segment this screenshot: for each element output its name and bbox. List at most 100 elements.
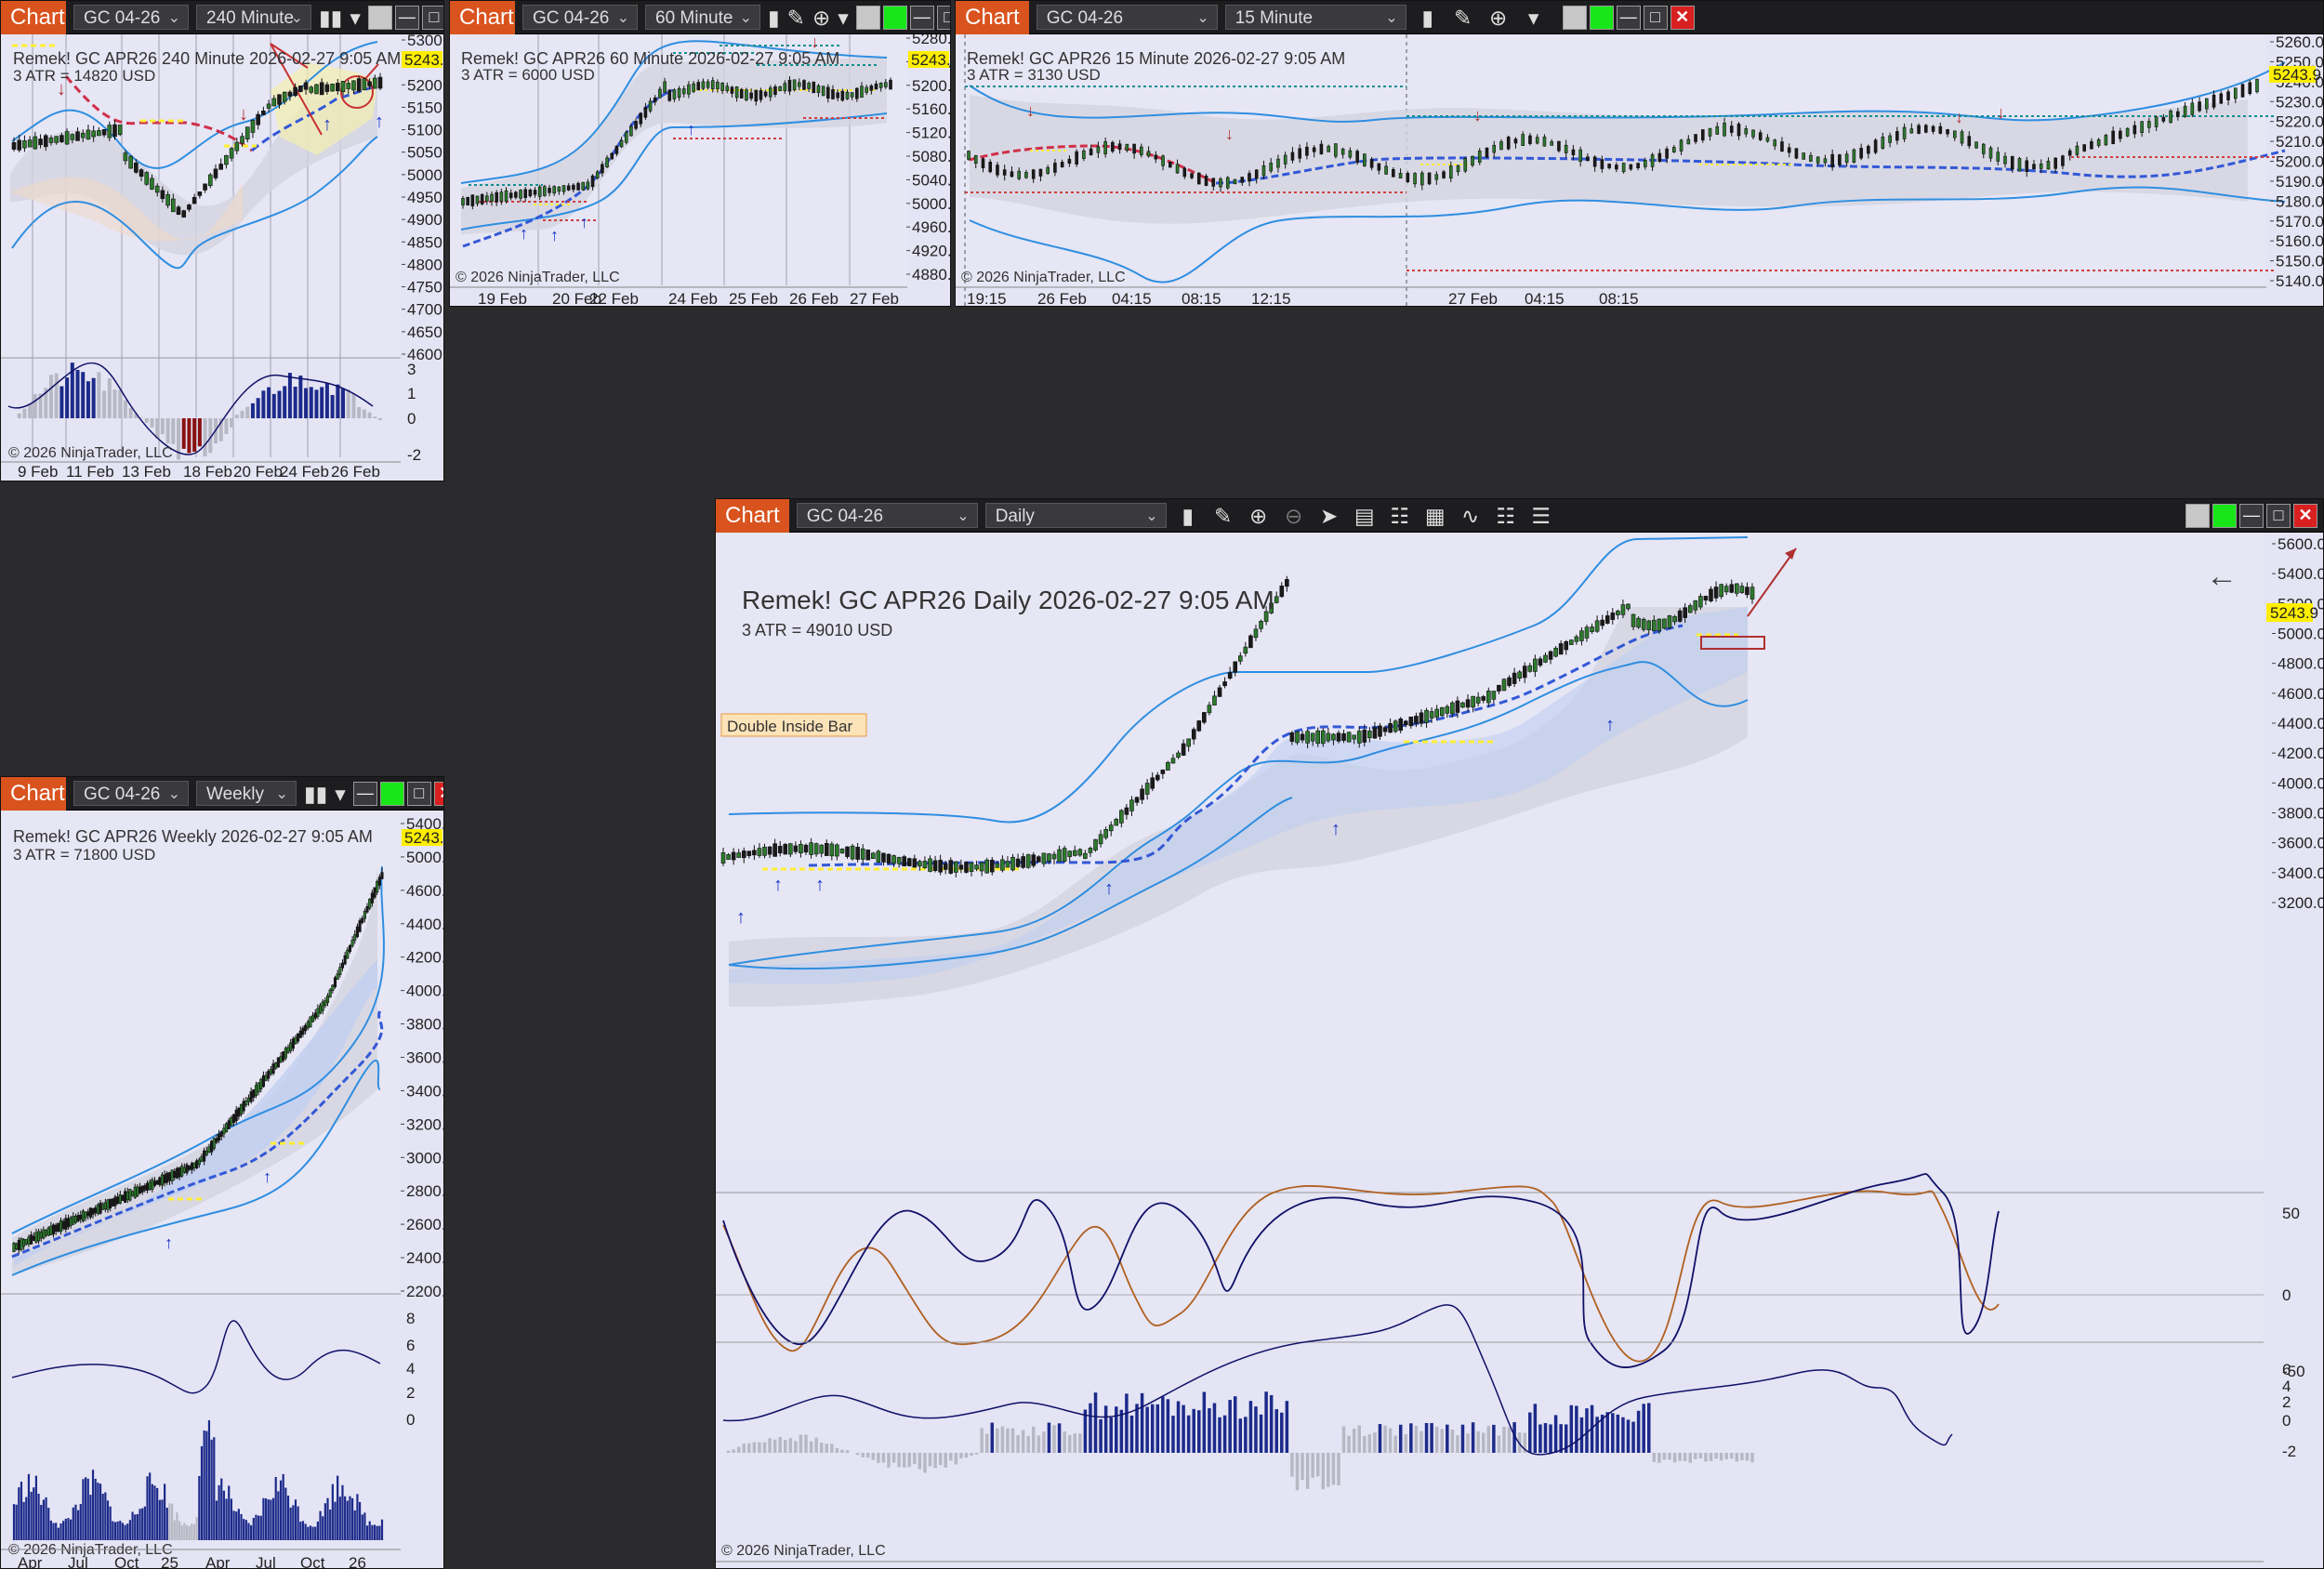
histogram-bar [1337, 1453, 1340, 1486]
candle [974, 864, 979, 870]
instrument-selector[interactable]: GC 04-26 ⌄ [73, 5, 189, 30]
candle [1974, 141, 1978, 149]
candle [1051, 853, 1057, 860]
interval-selector[interactable]: Daily ⌄ [984, 503, 1167, 528]
time-axis-tick: 08:15 [1599, 290, 1639, 307]
histogram-bar [1553, 1415, 1558, 1453]
minimize-button[interactable]: — [2239, 503, 2264, 528]
candle [1155, 774, 1160, 781]
histogram-bar [861, 1453, 865, 1457]
chart-tab[interactable]: Chart [1, 777, 66, 811]
dropdown-arrow-icon[interactable]: ▾ [335, 781, 346, 806]
dropdown-arrow-icon[interactable]: ▾ [838, 5, 849, 30]
link-color-button[interactable] [2212, 503, 2237, 528]
strategies-icon[interactable]: ▦ [1424, 503, 1446, 528]
candle [1780, 141, 1784, 152]
candle [1222, 681, 1227, 687]
candle [1683, 607, 1687, 618]
histogram-bar [1543, 1423, 1548, 1453]
calculator-icon[interactable]: ☷ [1496, 503, 1515, 528]
histogram-bar [86, 1478, 89, 1540]
interval-selector[interactable]: 15 Minute ⌄ [1224, 5, 1406, 30]
chart-tab[interactable]: Chart [716, 499, 789, 533]
pencil-icon[interactable]: ✎ [1214, 503, 1233, 528]
list-icon[interactable]: ☰ [1531, 503, 1551, 528]
candle [839, 849, 845, 854]
candle [370, 892, 374, 903]
maximize-button[interactable]: □ [406, 781, 431, 806]
properties-icon[interactable]: ☷ [1390, 503, 1409, 528]
bar-type-icon[interactable]: ▮ [768, 5, 780, 30]
chart-svg[interactable]: ↑ ↑ ↑ ↑ ↑ ↑ ← Remek! GC APR26 Daily 2026-02-2… [716, 533, 2323, 1569]
link-button[interactable] [367, 5, 392, 30]
indicators-icon[interactable]: ∿ [1461, 503, 1480, 528]
zoom-icon[interactable]: ⊕ [1489, 5, 1508, 30]
instrument-selector[interactable]: GC 04-26 ⌄ [73, 781, 189, 806]
maximize-button[interactable]: □ [1643, 5, 1668, 30]
minimize-button[interactable]: — [352, 781, 377, 806]
histogram-bar [91, 377, 96, 418]
link-color-button[interactable] [379, 781, 404, 806]
candle [1657, 152, 1662, 162]
pencil-icon[interactable]: ✎ [786, 5, 805, 30]
chart-svg[interactable]: ↓ ↓ ↑ ↑ Remek! GC APR26 240 Minute 2026-… [1, 34, 444, 481]
time-axis-tick: 26 Feb [331, 463, 380, 481]
chart-tab[interactable]: Chart [1, 1, 66, 34]
dropdown-arrow-icon[interactable]: ▾ [350, 5, 361, 30]
close-button[interactable]: ✕ [433, 781, 443, 806]
candle [840, 90, 845, 101]
candle [725, 86, 730, 91]
close-button[interactable]: ✕ [1670, 5, 1695, 30]
histogram-bar [17, 413, 21, 418]
chart-body[interactable]: ↓ ↓ ↓ ↓ ↓ Remek! GC APR26 15 Minute 2026-02-… [956, 34, 2323, 306]
zoom-icon[interactable]: ⊕ [812, 5, 831, 30]
chart-tab[interactable]: Chart [450, 1, 515, 34]
interval-selector[interactable]: 60 Minute ⌄ [645, 5, 760, 30]
data-box-icon[interactable]: ▤ [1353, 503, 1375, 528]
pencil-icon[interactable]: ✎ [1454, 5, 1472, 30]
zoom-in-icon[interactable]: ⊕ [1249, 503, 1268, 528]
chart-body[interactable]: ↓ ↓ ↑ ↑ Remek! GC APR26 240 Minute 2026-… [1, 34, 443, 481]
chart-body[interactable]: ↑ ↑ ↑ ↑ ↑ ↑ ← Remek! GC APR26 Daily 2026-02-2… [716, 533, 2323, 1568]
chart-tab[interactable]: Chart [956, 1, 1029, 34]
price-axis-tick: 4920.0 [912, 243, 950, 260]
maximize-button[interactable]: □ [421, 5, 443, 30]
candle [696, 82, 701, 91]
chart-svg[interactable]: ↑ ↑ ↑ ↑ ↓ Remek! GC APR26 60 Minute 2026-02-… [450, 34, 950, 307]
chart-svg[interactable]: ↓ ↓ ↓ ↓ ↓ Remek! GC APR26 15 Minute 2026-02-… [956, 34, 2324, 307]
instrument-selector[interactable]: GC 04-26 ⌄ [796, 503, 978, 528]
instrument-selector[interactable]: GC 04-26 ⌄ [1036, 5, 1218, 30]
link-color-button[interactable] [882, 5, 907, 30]
candle [128, 155, 133, 169]
link-color-button[interactable] [1589, 5, 1614, 30]
minimize-button[interactable]: — [1616, 5, 1641, 30]
chart-body[interactable]: ↑ ↑ ↑ ↑ ↓ Remek! GC APR26 60 Minute 2026-02-… [450, 34, 950, 306]
dropdown-arrow-icon[interactable]: ▾ [1527, 5, 1539, 30]
bar-type-icon[interactable]: ▮▮ [319, 5, 343, 30]
interval-selector[interactable]: 240 Minute ⌄ [196, 5, 311, 30]
maximize-button[interactable]: □ [936, 5, 950, 30]
minimize-button[interactable]: — [394, 5, 419, 30]
time-axis-tick: 12:15 [1251, 290, 1291, 307]
bar-type-icon[interactable]: ▮ [1182, 503, 1195, 528]
minimize-button[interactable]: — [909, 5, 934, 30]
chart-svg[interactable]: ↑ ↑ Remek! GC APR26 Weekly 2026-02-27 9:0… [1, 811, 444, 1569]
link-button[interactable] [2185, 503, 2210, 528]
bar-type-icon[interactable]: ▮ [1421, 5, 1434, 30]
instrument-selector[interactable]: GC 04-26 ⌄ [522, 5, 638, 30]
zoom-out-icon[interactable]: ⊖ [1285, 503, 1303, 528]
link-button[interactable] [855, 5, 880, 30]
back-arrow-icon[interactable]: ← [2206, 559, 2238, 594]
pointer-icon[interactable]: ➤ [1320, 503, 1339, 528]
candle [1621, 163, 1626, 173]
price-axis-tick: 2600.0 [406, 1216, 444, 1233]
chart-body[interactable]: ↑ ↑ Remek! GC APR26 Weekly 2026-02-27 9:0… [1, 811, 443, 1568]
histogram-bar [70, 363, 74, 418]
link-button[interactable] [1562, 5, 1587, 30]
close-button[interactable]: ✕ [2293, 503, 2317, 528]
interval-selector[interactable]: Weekly ⌄ [196, 781, 297, 806]
histogram-bar [1021, 1430, 1025, 1453]
maximize-button[interactable]: □ [2266, 503, 2291, 528]
bar-type-icon[interactable]: ▮▮ [303, 781, 328, 806]
histogram-bar [1073, 1433, 1077, 1453]
